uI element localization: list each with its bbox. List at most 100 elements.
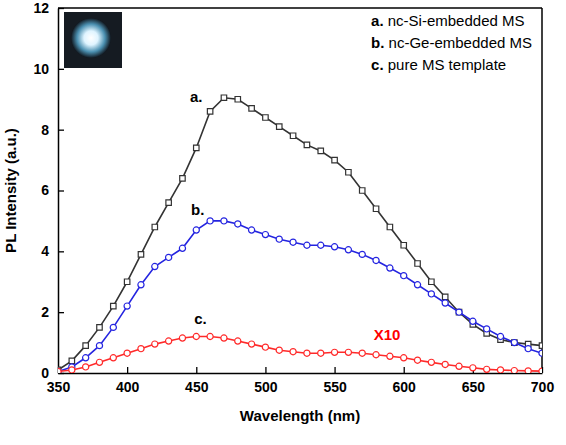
- marker: [428, 291, 434, 297]
- marker: [359, 350, 365, 356]
- marker: [277, 124, 282, 129]
- marker: [304, 350, 310, 356]
- marker: [263, 115, 268, 120]
- frame: [541, 8, 543, 373]
- tick-mark: [127, 367, 128, 373]
- marker: [497, 367, 503, 373]
- annotation: b.: [191, 201, 204, 218]
- inset-photo: [64, 12, 122, 68]
- marker: [207, 109, 212, 114]
- tick-mark: [58, 130, 64, 131]
- tick-label: 4: [41, 243, 49, 259]
- y-axis: 024681012: [33, 0, 64, 381]
- marker: [539, 350, 542, 356]
- marker: [511, 367, 517, 373]
- marker: [58, 368, 61, 373]
- marker: [138, 252, 143, 257]
- tick: 2: [41, 304, 64, 320]
- legend-entry: b. nc-Ge-embedded MS: [371, 34, 532, 51]
- marker: [138, 282, 144, 288]
- marker: [525, 368, 531, 373]
- inset-glow: [71, 18, 111, 58]
- annotation: a.: [190, 88, 203, 105]
- tick-mark: [265, 367, 266, 373]
- marker: [152, 341, 158, 347]
- marker: [124, 303, 130, 309]
- tick-label: 350: [47, 379, 71, 395]
- marker: [194, 145, 199, 150]
- tick: 0: [41, 365, 64, 381]
- annotation: X10: [374, 326, 401, 343]
- tick-mark: [58, 190, 64, 191]
- marker: [235, 221, 241, 227]
- marker: [456, 363, 462, 369]
- marker: [290, 349, 296, 355]
- marker: [83, 355, 89, 361]
- marker: [152, 263, 158, 269]
- marker: [318, 350, 324, 356]
- marker: [401, 273, 407, 279]
- marker: [249, 106, 254, 111]
- marker: [96, 343, 102, 349]
- marker: [180, 176, 185, 181]
- tick-mark: [58, 251, 64, 252]
- tick-mark: [58, 69, 64, 70]
- marker: [290, 239, 296, 245]
- marker: [179, 245, 185, 251]
- tick-label: 700: [531, 379, 555, 395]
- tick-label: 0: [41, 365, 49, 381]
- marker: [512, 340, 517, 345]
- marker: [249, 341, 255, 347]
- marker: [124, 350, 130, 356]
- marker: [318, 148, 323, 153]
- marker: [166, 200, 171, 205]
- tick-label: 500: [254, 379, 278, 395]
- marker: [359, 188, 364, 193]
- marker: [414, 357, 420, 363]
- marker: [497, 333, 503, 339]
- series: [58, 218, 542, 373]
- series-line: [58, 98, 542, 370]
- tick-mark: [58, 373, 64, 374]
- marker: [96, 359, 102, 365]
- tick: 6: [41, 182, 64, 198]
- tick-mark: [196, 367, 197, 373]
- marker: [415, 261, 420, 266]
- marker: [152, 224, 157, 229]
- marker: [69, 367, 75, 373]
- tick-mark: [404, 367, 405, 373]
- marker: [207, 333, 213, 339]
- frame: [58, 7, 542, 9]
- marker: [276, 236, 282, 242]
- marker: [442, 294, 447, 299]
- marker: [83, 343, 88, 348]
- tick-mark: [58, 312, 64, 313]
- marker: [331, 244, 337, 250]
- marker: [138, 346, 144, 352]
- inset-background: [64, 12, 122, 68]
- marker: [193, 227, 199, 233]
- marker: [235, 338, 241, 344]
- marker: [345, 349, 351, 355]
- marker: [429, 279, 434, 284]
- annotation: c.: [194, 310, 207, 327]
- marker: [58, 368, 61, 373]
- marker: [539, 343, 542, 348]
- tick-label: 10: [33, 61, 49, 77]
- marker: [373, 257, 379, 263]
- marker: [290, 133, 295, 138]
- marker: [97, 325, 102, 330]
- marker: [484, 326, 490, 332]
- marker: [442, 361, 448, 367]
- marker: [193, 333, 199, 339]
- chart: 350400450500550600650700024681012a.b.c.X…: [0, 0, 566, 445]
- marker: [345, 247, 351, 253]
- tick: 10: [33, 61, 64, 77]
- marker: [332, 157, 337, 162]
- tick-label: 2: [41, 304, 49, 320]
- series: [58, 333, 542, 373]
- marker: [484, 366, 490, 372]
- tick-label: 6: [41, 182, 49, 198]
- tick: 8: [41, 122, 64, 138]
- tick: 500: [254, 367, 278, 395]
